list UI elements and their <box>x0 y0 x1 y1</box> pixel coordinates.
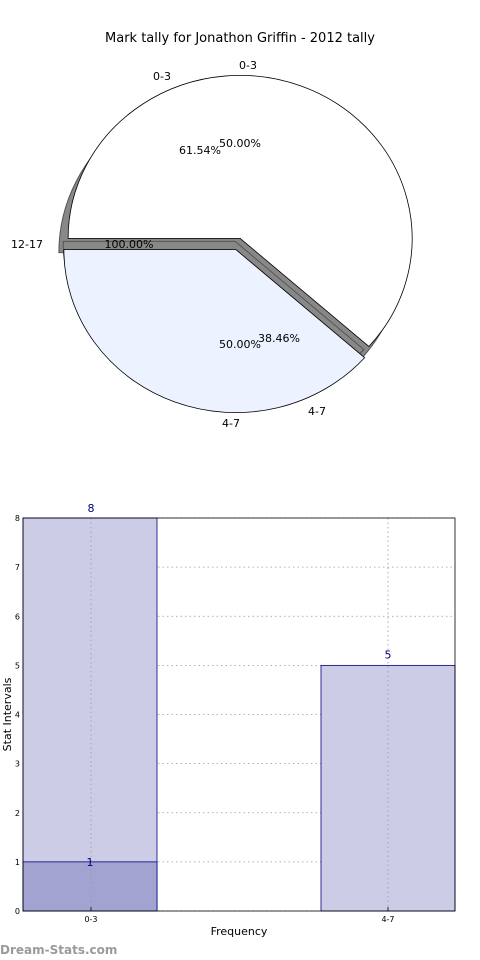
x-tick-label-1: 4-7 <box>381 915 394 924</box>
bar-0-3-series-0 <box>22 517 158 912</box>
pie-chart-title: Mark tally for Jonathon Griffin - 2012 t… <box>105 31 375 46</box>
pie-pct-label-0-1: 38.46% <box>258 332 300 345</box>
y-tick-label-3: 3 <box>15 760 20 769</box>
bar-0-3-series-1 <box>22 861 158 912</box>
pie-chart: 0-3 61.54% 4-7 38.46% 0-3 50.00% 4-7 50.00% 12-1… <box>11 59 413 430</box>
y-axis-label: Stat Intervals <box>1 677 14 751</box>
y-tick-label-6: 6 <box>15 612 20 621</box>
y-tick-label-8: 8 <box>15 514 20 523</box>
pie-slice-4-7 <box>63 249 366 413</box>
pie-label-0-1: 4-7 <box>308 405 326 418</box>
pie-pct-label-2-0: 100.00% <box>105 238 154 251</box>
x-tick-label-0: 0-3 <box>84 915 97 924</box>
bar-data-label-2: 1 <box>87 856 94 869</box>
watermark-text: Dream-Stats.com <box>0 943 118 957</box>
y-tick-label-0: 0 <box>15 907 20 916</box>
y-tick-label-2: 2 <box>15 809 20 818</box>
pie-label-1-0: 0-3 <box>239 59 257 72</box>
y-tick-label-4: 4 <box>15 711 20 720</box>
pie-pct-label-0-0: 61.54% <box>179 144 221 157</box>
y-tick-label-5: 5 <box>15 661 20 670</box>
pie-label-1-1: 4-7 <box>222 417 240 430</box>
pie-label-2-0: 12-17 <box>11 238 43 251</box>
bar-plot-frame <box>22 517 456 912</box>
x-axis-label: Frequency <box>211 925 268 938</box>
bar-data-label-1: 5 <box>385 648 392 661</box>
bar-data-label-0: 8 <box>88 502 95 515</box>
pie-pct-label-1-0: 50.00% <box>219 137 261 150</box>
y-tick-label-1: 1 <box>15 858 20 867</box>
pie-slice-0-3 <box>67 75 413 348</box>
y-tick-label-7: 7 <box>15 563 20 572</box>
pie-label-0-0: 0-3 <box>153 70 171 83</box>
pie-pct-label-1-1: 50.00% <box>219 338 261 351</box>
